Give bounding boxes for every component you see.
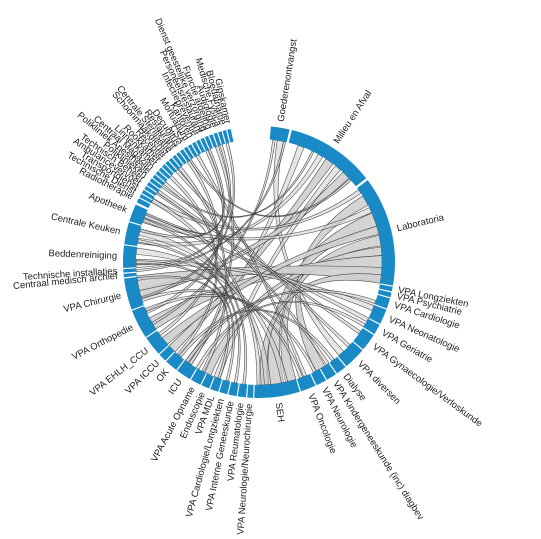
segment-arc-centrale-keuken	[124, 222, 142, 246]
segment-arc-vpa-neurologie-neurochirurgie	[247, 384, 254, 398]
segment-arc-vpa-cardiologie-longziekten	[219, 379, 231, 395]
segment-arc-linnenkamer	[158, 167, 171, 179]
segment-label-laboratoria: Laboratoria	[396, 212, 446, 234]
segment-arc-icu	[177, 360, 197, 380]
segment-arc-bloedafname	[222, 130, 230, 144]
segment-arc-centraal-magazijn	[155, 170, 168, 183]
segment-arc-medische-fysica	[218, 131, 226, 145]
segment-label-vpa-kindergeneeskunde-inc-diagbev: VPA Kindergeneeskunde (inc) diagbev	[330, 379, 426, 522]
segment-arc-vpa-diversen	[338, 341, 363, 367]
segment-arc-functie-afdeling	[209, 134, 217, 148]
chord-ribbon	[158, 159, 219, 337]
segment-arc-centrale-sterilisatie	[172, 154, 184, 168]
chord-ribbon	[141, 289, 303, 379]
segment-arc-receptie	[165, 160, 177, 173]
segment-arc-polikliniek-anesthesie	[152, 174, 165, 186]
segment-label-vpa-orthopedie: VPA Orthopedie	[70, 322, 135, 363]
segment-arc-technisch-beheer	[146, 182, 160, 193]
segment-label-beddenreiniging: Beddenreiniging	[48, 248, 117, 262]
chord-ribbon	[137, 153, 324, 247]
segment-arc-vpa-chirurgie	[124, 276, 144, 310]
segment-arc-vpa-acute-opname	[191, 368, 207, 385]
segment-arc-audiologie	[213, 132, 221, 147]
chord-ribbon	[142, 207, 372, 241]
segment-arc-mortuarium	[187, 144, 198, 158]
segment-arc-transportdienst	[141, 189, 155, 200]
segment-arc-apotheek	[129, 204, 148, 226]
chord-ribbon	[142, 218, 248, 385]
segment-arc-beddenreiniging	[123, 245, 137, 268]
label-layer: Goederenontvangst Milieu en Afval Laborato…	[13, 17, 485, 535]
chord-ribbon	[151, 139, 276, 326]
chord-ribbon	[140, 142, 236, 300]
segment-arc-dialyse	[329, 356, 346, 374]
segment-arc-vpa-oncologie	[297, 373, 316, 392]
segment-arc-vpa-ehlh-ccu	[146, 330, 169, 354]
segment-arc-kantoren	[192, 141, 202, 155]
segment-arc-infectiepreventie	[196, 139, 206, 153]
segment-label-goederenontvangst: Goederenontvangst	[276, 38, 300, 122]
segment-arc-vpa-psychiatrie	[377, 289, 392, 298]
segment-arc-goederenontvangst	[269, 126, 290, 143]
segment-arc-vpa-iccu	[159, 345, 175, 361]
segment-arc-csa	[183, 146, 194, 160]
segment-arc-vpa-reumatologie	[237, 383, 248, 398]
chord-ribbon	[144, 294, 317, 373]
segment-arc-ambulancevervoer	[144, 185, 158, 196]
segment-arc-rookkamer	[161, 164, 174, 176]
ribbon-layer	[135, 139, 383, 386]
segment-label-seh: SEH	[273, 402, 287, 423]
segment-arc-endoscopie	[201, 373, 214, 389]
segment-arc-milieu-en-afval	[288, 130, 367, 187]
segment-arc-schoonmaakdienst	[168, 157, 180, 170]
segment-arc-vpa-orthopedie	[132, 306, 157, 338]
segment-label-icu: ICU	[166, 377, 184, 397]
segment-arc-vpa-gynaecologie-verloskunde	[353, 328, 374, 350]
segment-arc-vpa-cardiologie	[374, 294, 391, 309]
chord-ribbon	[135, 260, 235, 382]
segment-arc-vpa-longziekten	[379, 284, 393, 292]
segment-label-centrale-keuken: Centrale Keuken	[50, 211, 121, 237]
segment-arc-vpa-kindergeneeskunde-inc-diagbev	[320, 363, 337, 380]
segment-arc-seh	[254, 379, 300, 398]
segment-arc-restaurant	[176, 151, 187, 165]
segment-arc-ok	[166, 351, 185, 370]
chord-ribbon	[137, 239, 241, 384]
segment-arc-vpa-neurologie	[310, 369, 326, 386]
segment-arc-vpa-mdl	[210, 376, 223, 392]
segment-arc-centraal-medisch-archief	[123, 272, 137, 278]
segment-arc-gipskamer	[227, 128, 234, 143]
segment-arc-personeelsrestaurant	[200, 137, 209, 151]
arc-layer	[123, 126, 396, 398]
segment-label-vpa-chirurgie: VPA Chirurgie	[63, 290, 123, 315]
segment-arc-decubitus	[180, 149, 191, 162]
segment-arc-laboratoria	[357, 180, 396, 286]
segment-arc-vpa-neonatologie	[368, 305, 387, 324]
segment-arc-dienst-geestelijke-verzorging	[204, 135, 213, 150]
segment-arc-poliklinieken	[149, 178, 163, 189]
segment-arc-radiotherapie	[136, 198, 151, 209]
chord-ribbon	[195, 300, 366, 370]
segment-arc-technische-installaties	[123, 268, 137, 273]
segment-label-milieu-en-afval: Milieu en Afval	[332, 89, 375, 146]
chord-ribbon	[280, 235, 382, 383]
segment-arc-vpa-geriatrie	[363, 318, 380, 335]
segment-arc-vpa-interne-geneeskunde	[228, 381, 239, 397]
segment-arc-technische-dienst	[139, 194, 153, 204]
